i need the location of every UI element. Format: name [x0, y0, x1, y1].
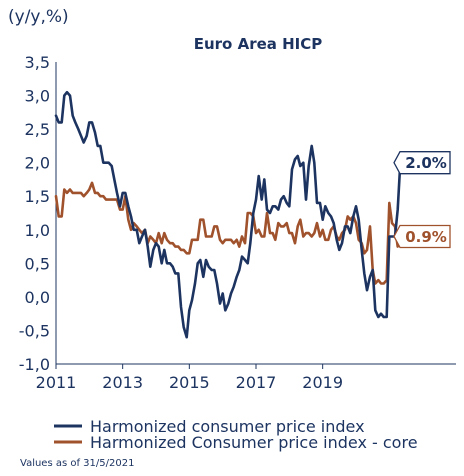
x-tick-label: 2017: [236, 373, 277, 392]
x-tick-label: 2019: [302, 373, 343, 392]
y-tick-label: -1,0: [19, 355, 50, 374]
x-tick-label: 2015: [169, 373, 210, 392]
chart-title: Euro Area HICP: [194, 35, 323, 53]
legend: Harmonized consumer price index Harmoniz…: [54, 417, 418, 452]
legend-label-core: Harmonized Consumer price index - core: [90, 433, 418, 452]
core-callout-box: [393, 224, 451, 249]
footnote: Values as of 31/5/2021: [20, 458, 134, 469]
y-axis-title: (y/y,%): [8, 7, 69, 27]
headline-callout-label: 2.0%: [405, 154, 447, 172]
y-tick-label: 1,0: [25, 221, 50, 240]
headline-series-line: [54, 90, 402, 339]
legend-label-headline: Harmonized consumer price index: [90, 417, 365, 436]
y-tick-labels: 3,5 3,0 2,5 2,0 1,5 1,0 0,5 0,0 -0,5 -1,0: [19, 53, 50, 374]
x-tick-labels: 2011 2013 2015 2017 2019: [36, 364, 343, 392]
y-tick-label: 2,5: [25, 120, 50, 139]
y-tick-label: 2,0: [25, 154, 50, 173]
y-tick-label: 3,5: [25, 53, 50, 72]
core-callout-label: 0.9%: [405, 228, 447, 246]
y-tick-label: 3,0: [25, 87, 50, 106]
x-tick-label: 2013: [102, 373, 143, 392]
headline-callout-box: [393, 151, 451, 175]
y-tick-label: 1,5: [25, 187, 50, 206]
y-tick-label: 0,0: [25, 288, 50, 307]
y-tick-label: -0,5: [19, 321, 50, 340]
series-layer: [54, 90, 402, 339]
end-value-callouts: 2.0% 0.9%: [393, 151, 451, 249]
y-tick-label: 0,5: [25, 254, 50, 273]
x-tick-label: 2011: [36, 373, 77, 392]
core-series-line: [54, 181, 402, 285]
